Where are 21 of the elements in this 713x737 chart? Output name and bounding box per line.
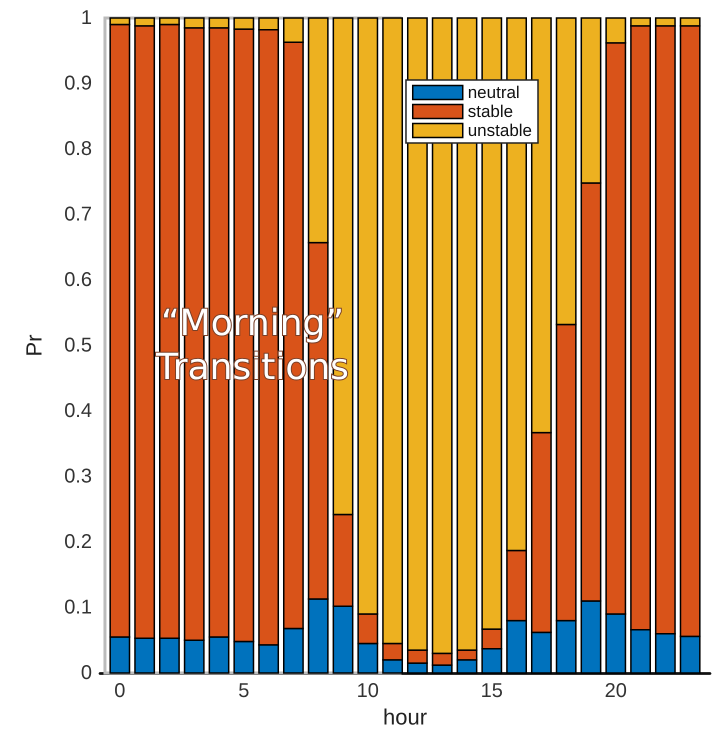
y-tick-label: 0.7 (64, 204, 92, 226)
y-tick-label: 0.4 (64, 400, 92, 422)
y-tick-label: 0.5 (64, 334, 92, 356)
y-tick-label: 0.2 (64, 531, 92, 553)
x-tick-label: 20 (604, 680, 627, 702)
y-tick-label: 0 (80, 662, 92, 684)
y-tick-label: 0.8 (64, 138, 92, 160)
y-tick-label: 1 (80, 7, 92, 29)
x-tick-label: 15 (480, 680, 503, 702)
y-tick-label: 0.3 (64, 466, 92, 488)
x-tick-label: 5 (238, 680, 250, 702)
y-axis-title: Pr (22, 334, 46, 356)
legend-label: unstable (468, 121, 532, 140)
y-tick-label: 0.6 (64, 269, 92, 291)
x-axis-title: hour (382, 704, 428, 730)
legend-label: stable (468, 102, 514, 121)
y-tick-label: 0.1 (64, 596, 92, 618)
y-tick-label: 0.9 (64, 72, 92, 94)
x-tick-label: 0 (114, 680, 126, 702)
legend-label: neutral (468, 83, 520, 102)
x-tick-label: 10 (356, 680, 379, 702)
